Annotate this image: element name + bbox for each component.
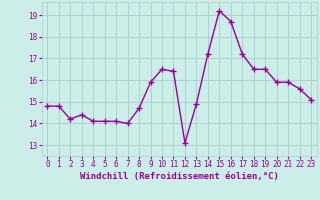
X-axis label: Windchill (Refroidissement éolien,°C): Windchill (Refroidissement éolien,°C)	[80, 172, 279, 181]
